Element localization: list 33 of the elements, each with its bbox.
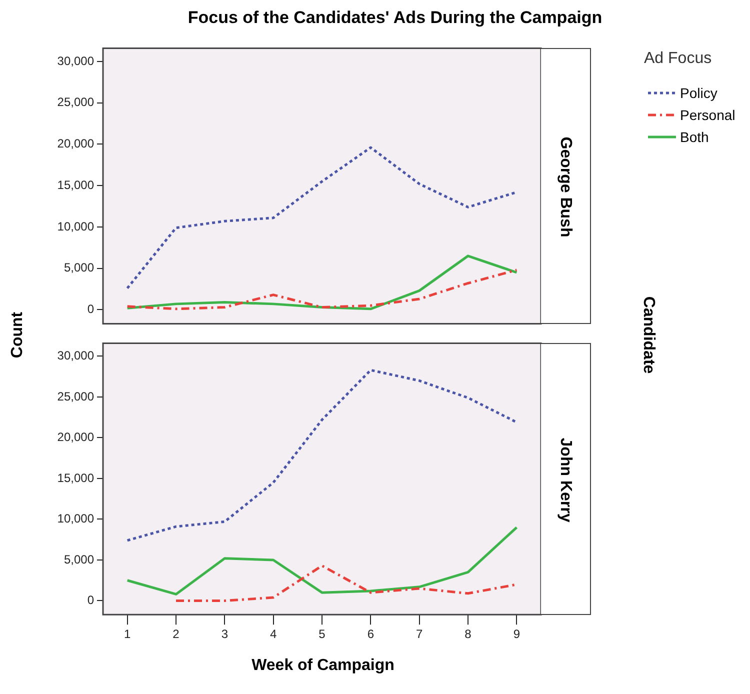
x-tick-label: 4: [270, 627, 277, 642]
y-axis-title: Count: [9, 312, 27, 358]
chart-title: Focus of the Candidates' Ads During the Campaign: [186, 8, 604, 28]
y2-axis-title: George Bush: [556, 136, 574, 238]
x-tick-label: 7: [416, 627, 423, 642]
y-tick-label: 15,000: [57, 470, 94, 485]
y-tick-label: 20,000: [57, 430, 94, 444]
y-tick-label: 10,000: [57, 219, 94, 234]
x-tick-label: 3: [221, 627, 228, 642]
x-tick-label: 2: [172, 627, 180, 642]
y2-axis-title: John Kerry: [556, 438, 574, 522]
text: Candidate: [639, 296, 657, 374]
y-tick-label: 30,000: [57, 54, 94, 68]
x-tick-label: 5: [318, 627, 326, 642]
legend-label: Policy: [680, 85, 718, 101]
x-tick-label: 9: [513, 627, 520, 642]
y-tick-label: 25,000: [57, 95, 94, 110]
x-tick-label: 6: [367, 627, 374, 642]
legend-label: Personal: [680, 107, 736, 123]
y-tick-label: 5,000: [64, 552, 94, 566]
y-tick-label: 25,000: [57, 389, 94, 404]
y-tick-label: 5,000: [64, 260, 94, 275]
y-tick-label: 10,000: [57, 512, 94, 526]
legend-label: Both: [680, 129, 709, 145]
legend-title: Ad Focus: [644, 50, 713, 68]
y-tick-label: 15,000: [57, 178, 94, 192]
x-tick-label: 8: [464, 627, 472, 642]
x-axis-title: Week of Campaign: [250, 657, 396, 675]
x-tick-label: 1: [124, 627, 131, 642]
y-tick-label: 0: [87, 302, 94, 316]
y-tick-label: 0: [87, 593, 94, 608]
y-tick-label: 20,000: [57, 136, 94, 151]
y-tick-label: 30,000: [57, 348, 94, 363]
